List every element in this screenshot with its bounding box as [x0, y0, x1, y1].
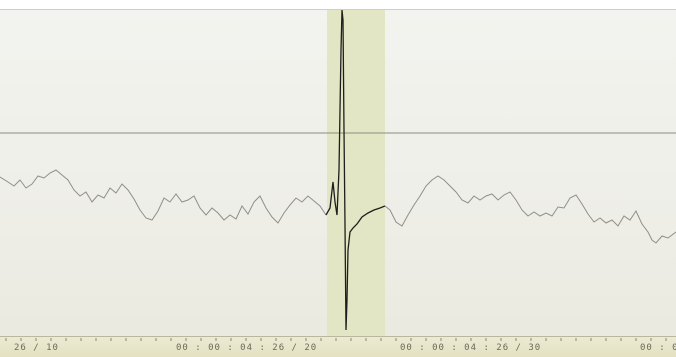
timeline-label: 00 : 0: [640, 343, 676, 353]
waveform-svg[interactable]: [0, 10, 676, 336]
timeline-label: 26 / 10: [14, 343, 59, 353]
timeline-ticks: [5, 338, 667, 341]
top-border: [0, 0, 676, 10]
timeline-label: 00 : 00 : 04 : 26 / 30: [400, 343, 542, 353]
waveform-trace-left: [0, 169, 327, 224]
selection-region[interactable]: [327, 10, 385, 336]
waveform-plot[interactable]: [0, 10, 676, 336]
waveform-trace-right: [384, 175, 676, 244]
timeline-label: 00 : 00 : 04 : 26 / 20: [176, 343, 318, 353]
timeline-ruler[interactable]: 26 / 10 00 : 00 : 04 : 26 / 20 00 : 00 :…: [0, 336, 676, 357]
waveform-trace-selected: [325, 10, 386, 331]
